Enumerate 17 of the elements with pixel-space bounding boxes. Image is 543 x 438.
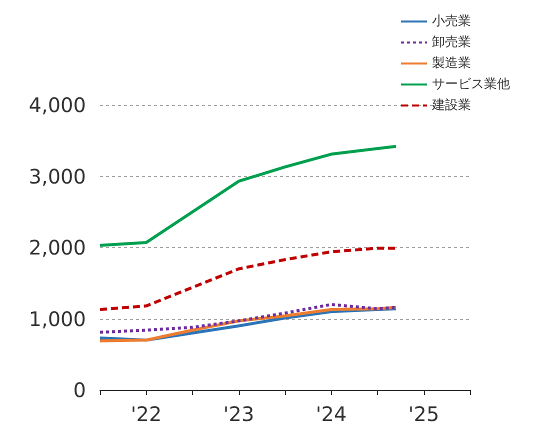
line-series	[98, 246, 398, 311]
legend-label: 製造業	[432, 56, 471, 71]
y-tick-label: 1,000	[28, 306, 86, 331]
x-tick-label: '23	[223, 402, 254, 426]
line-series	[98, 303, 398, 334]
x-tick-label: '24	[316, 402, 347, 426]
y-tick-label: 2,000	[28, 236, 86, 260]
legend-label: 小売業	[432, 14, 471, 29]
line-series	[98, 144, 398, 247]
y-tick-label: 3,000	[28, 164, 86, 188]
x-tick-label: '22	[130, 402, 162, 426]
x-tick-label: '25	[408, 402, 440, 426]
legend-label: 建設業	[431, 98, 471, 113]
y-tick-label: 4,000	[28, 93, 86, 117]
legend-label: 卸売業	[432, 35, 471, 50]
legend-label: サービス業他	[432, 77, 510, 92]
y-tick-label: 0	[73, 378, 86, 402]
